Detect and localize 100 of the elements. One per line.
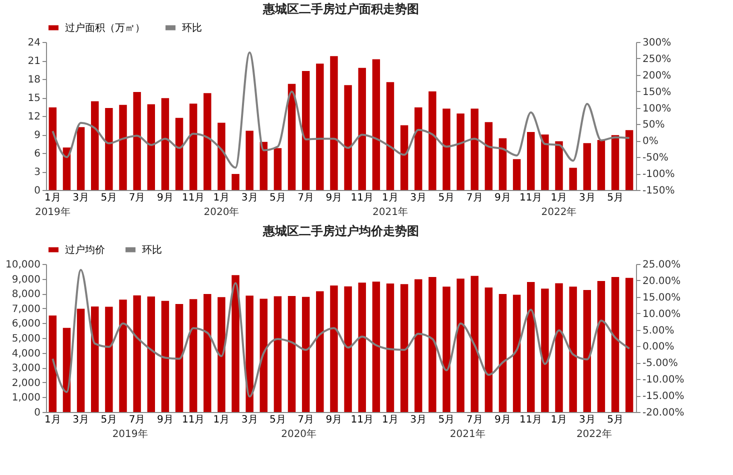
y2-tick-label: -10.00% (642, 374, 684, 386)
y2-tick-label: 5.00% (642, 325, 674, 336)
x-tick-label: 1月 (44, 414, 61, 426)
bar (260, 298, 268, 412)
bar (555, 283, 563, 412)
bar (175, 118, 184, 190)
y-tick-label: 3,000 (12, 363, 40, 374)
x-tick-label: 5月 (607, 414, 624, 426)
bar (414, 279, 422, 412)
text: 2020年 (204, 206, 240, 218)
chart-title: 惠城区二手房过户均价走势图 (262, 224, 419, 238)
y2-tick-label: 100% (642, 103, 672, 114)
y-tick-label: 9 (34, 130, 40, 141)
bar (330, 285, 338, 412)
bar (569, 168, 577, 190)
bar (246, 130, 254, 190)
bar (358, 282, 366, 412)
bar (147, 296, 155, 412)
bar (161, 98, 170, 190)
bar (611, 277, 620, 412)
bar (76, 127, 85, 190)
y2-tick-label: 200% (642, 70, 672, 82)
y-tick-label: 0 (34, 408, 40, 418)
y2-tick-label: 300% (642, 38, 672, 48)
y-tick-label: 9,000 (12, 274, 40, 286)
x-tick-label: 9月 (157, 414, 174, 426)
x-tick-label: 5月 (100, 414, 118, 426)
text: 2021年 (450, 428, 486, 440)
x-tick-label: 1月 (550, 192, 568, 204)
bar (175, 304, 184, 412)
y-tick-label: 24 (28, 38, 40, 48)
x-tick-label: 1月 (213, 192, 230, 204)
x-tick-label: 5月 (607, 192, 624, 204)
x-tick-label: 3月 (72, 414, 89, 426)
y-tick-label: 12 (28, 112, 40, 122)
bar (470, 276, 478, 412)
x-tick-label: 3月 (578, 192, 596, 204)
bar (316, 291, 324, 412)
bar (232, 275, 240, 412)
y2-tick-label: 250% (642, 54, 672, 65)
x-tick-label: 9月 (326, 192, 342, 204)
bar (119, 104, 127, 190)
bar (597, 281, 606, 412)
x-tick-label: 1月 (213, 414, 230, 426)
bar (569, 286, 577, 412)
bar (91, 306, 99, 412)
x-tick-label: 9月 (494, 192, 511, 204)
x-tick-label: 11月 (182, 414, 205, 426)
legend-label: 环比 (142, 244, 162, 256)
x-tick-label: 3月 (241, 192, 258, 204)
bar (189, 104, 198, 190)
bar (484, 288, 493, 412)
x-tick-label: 3月 (410, 414, 427, 426)
y-tick-label: 3 (34, 167, 40, 178)
text: 2022年 (576, 428, 612, 440)
bar (288, 296, 296, 412)
y-tick-label: 1,000 (12, 392, 40, 404)
y-tick-label: 0 (34, 186, 40, 196)
bar (583, 290, 591, 412)
bar (204, 294, 212, 412)
y-tick-label: 10,000 (6, 260, 40, 270)
bar (541, 134, 549, 190)
x-tick-label: 3月 (410, 192, 427, 204)
bar (76, 308, 85, 412)
text: 2022年 (541, 206, 577, 218)
bar (330, 56, 338, 190)
bar (344, 286, 352, 412)
bar (456, 278, 464, 412)
bar (218, 122, 226, 190)
x-tick-label: 1月 (550, 414, 568, 426)
x-tick-label: 7月 (298, 192, 314, 204)
bar (105, 306, 113, 412)
bar (512, 159, 521, 190)
y2-tick-label: 20.00% (642, 276, 681, 287)
bar (147, 104, 155, 190)
x-tick-label: 7月 (466, 414, 483, 426)
bar (498, 294, 507, 412)
y2-tick-label: 0.00% (642, 342, 674, 353)
x-tick-label: 3月 (241, 414, 258, 426)
x-tick-label: 11月 (520, 414, 542, 426)
bar (386, 284, 394, 412)
y2-tick-label: 150% (642, 86, 672, 98)
bar (597, 140, 606, 190)
bar (400, 125, 408, 190)
legend-label: 过户均价 (65, 244, 105, 256)
x-tick-label: 5月 (270, 192, 286, 204)
text: 2019年 (112, 428, 148, 440)
bar (358, 68, 366, 190)
y2-tick-label: 10.00% (642, 308, 681, 320)
x-tick-label: 7月 (128, 192, 146, 204)
y2-tick-label: 25.00% (642, 260, 681, 270)
bar (555, 141, 563, 190)
y-tick-label: 2,000 (12, 378, 40, 389)
bar (48, 107, 57, 190)
x-tick-label: 5月 (438, 192, 455, 204)
bar (204, 93, 212, 190)
x-tick-label: 3月 (578, 414, 596, 426)
bar (498, 138, 507, 190)
bar (428, 277, 436, 412)
bar (232, 174, 240, 190)
